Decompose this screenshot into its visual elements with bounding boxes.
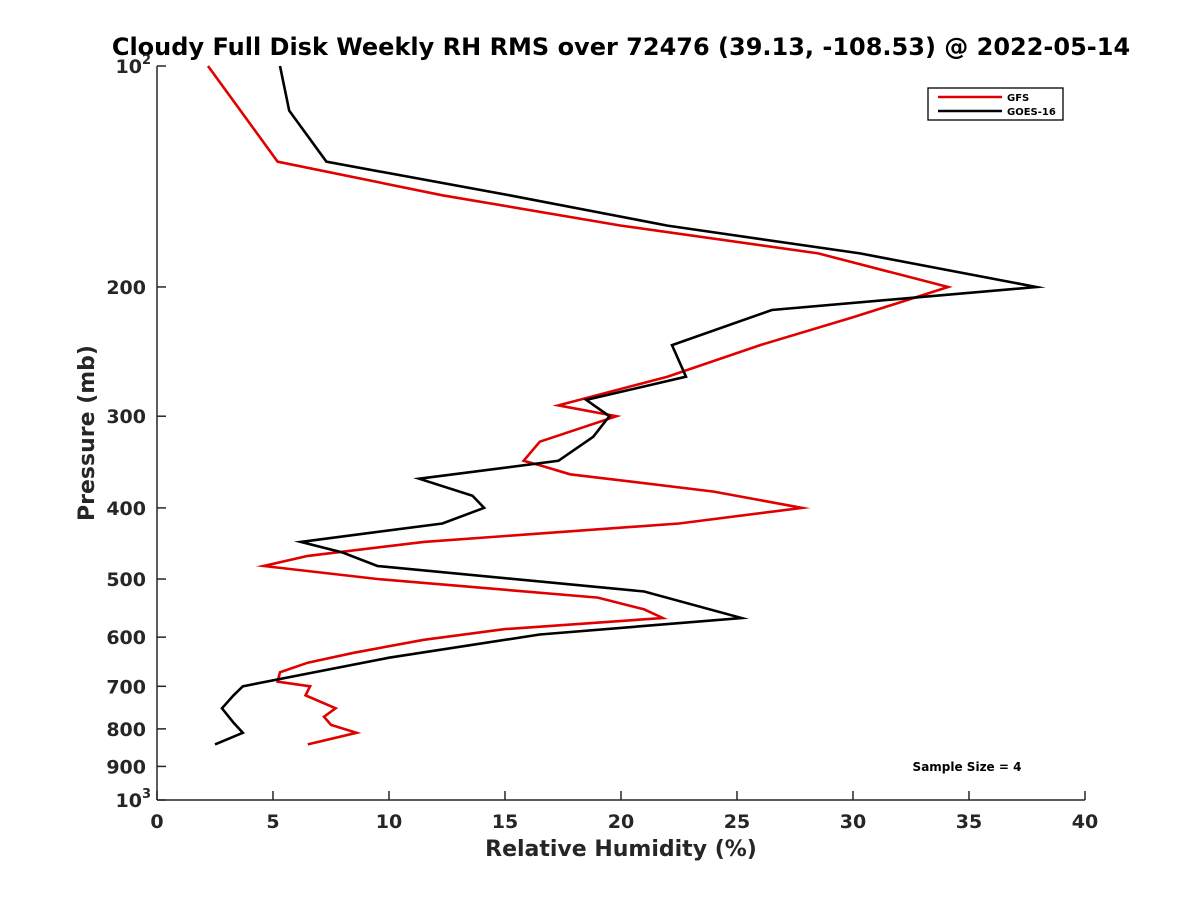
y-tick-label: 400: [106, 498, 146, 520]
x-tick-label: 5: [266, 811, 279, 833]
y-tick-label: 200: [106, 277, 146, 299]
x-tick-label: 15: [492, 811, 518, 833]
x-tick-label: 35: [956, 811, 982, 833]
sample-size-annotation: Sample Size = 4: [913, 760, 1022, 774]
y-tick-label: 800: [106, 719, 146, 741]
y-axis-title: Pressure (mb): [75, 345, 100, 521]
y-tick-label: 600: [106, 627, 146, 649]
x-tick-label: 20: [608, 811, 634, 833]
y-tick-label: 700: [106, 676, 146, 698]
y-tick-label: 500: [106, 569, 146, 591]
x-tick-label: 30: [840, 811, 866, 833]
x-tick-label: 10: [376, 811, 402, 833]
legend-box: [927, 87, 1064, 121]
y-tick-label: 102: [116, 53, 152, 78]
y-tick-label: 103: [116, 787, 152, 812]
data-series: [206, 65, 1046, 746]
legend-label-goes16: GOES-16: [1007, 107, 1056, 118]
x-tick-label: 0: [150, 811, 163, 833]
chart-title: Cloudy Full Disk Weekly RH RMS over 7247…: [112, 33, 1130, 61]
legend: GFS GOES-16: [927, 87, 1064, 121]
x-tick-label: 25: [724, 811, 750, 833]
series-line-goes16: [214, 65, 1046, 746]
x-tick-label: 40: [1072, 811, 1098, 833]
y-tick-label: 300: [106, 406, 146, 428]
axes: 0 5 10 15 20 25 30 35 40 102 200 300 400 500 600 700 800…: [106, 53, 1098, 833]
y-tick-label: 900: [106, 756, 146, 778]
x-axis-title: Relative Humidity (%): [485, 837, 757, 862]
legend-label-gfs: GFS: [1007, 93, 1029, 104]
